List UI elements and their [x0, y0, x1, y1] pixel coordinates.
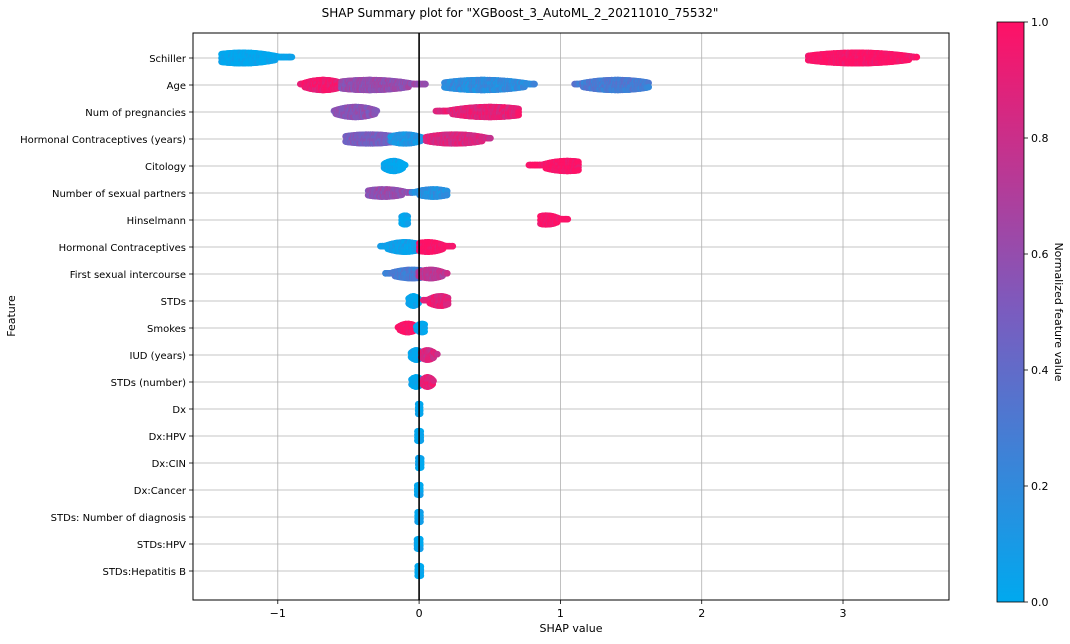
shap-point — [402, 162, 409, 169]
shap-point — [374, 108, 381, 115]
shap-point — [289, 54, 296, 61]
scatter-points — [218, 50, 920, 580]
shap-point — [450, 243, 457, 250]
shap-point — [645, 84, 652, 91]
shap-point — [422, 81, 429, 88]
shap-point — [515, 112, 522, 119]
shap-point — [487, 135, 494, 142]
shap-point — [443, 192, 450, 199]
chart-title: SHAP Summary plot for "XGBoost_3_AutoML_… — [322, 6, 719, 20]
shap-point — [914, 54, 921, 61]
grid-lines — [193, 33, 949, 600]
shap-point — [531, 81, 538, 88]
shap-point — [565, 216, 572, 223]
shap-point — [405, 220, 412, 227]
shap-point — [575, 167, 582, 174]
